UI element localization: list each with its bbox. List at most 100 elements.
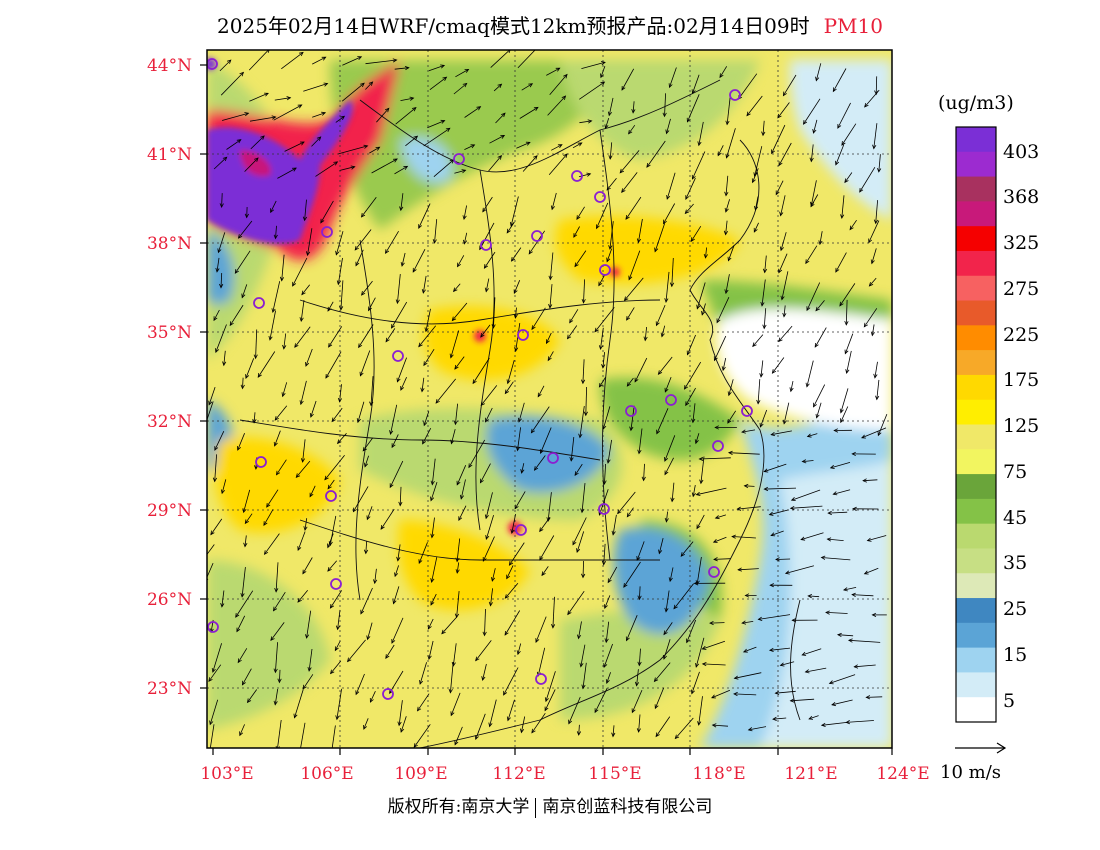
- wind-arrow: [272, 281, 281, 313]
- wind-arrowhead: [605, 679, 610, 684]
- wind-arrowhead: [719, 73, 724, 79]
- colorbar-label: 45: [1003, 507, 1028, 529]
- city-marker: [625, 405, 637, 417]
- wind-arrowhead: [369, 697, 374, 703]
- wind-arrow: [208, 386, 216, 405]
- wind-arrow: [743, 646, 757, 653]
- wind-arrow: [434, 219, 438, 244]
- wind-arrow: [764, 255, 767, 273]
- wind-arrow: [638, 218, 643, 243]
- wind-arrowhead: [691, 174, 696, 180]
- wind-arrow: [455, 69, 469, 78]
- wind-arrowhead: [580, 508, 585, 514]
- colorbar-label: 225: [1003, 324, 1040, 346]
- wind-arrowhead: [820, 555, 826, 560]
- colorbar-segment: [956, 449, 996, 475]
- pollutant-label: PM10: [823, 14, 883, 38]
- city-marker: [330, 578, 342, 590]
- wind-arrowhead: [273, 700, 278, 706]
- wind-arrow: [771, 124, 786, 154]
- wind-arrow: [294, 326, 311, 348]
- wind-arrowhead: [673, 604, 678, 610]
- wind-arrow: [837, 102, 851, 129]
- wind-arrowhead: [577, 142, 583, 147]
- wind-arrowhead: [501, 112, 506, 118]
- wind-arrowhead: [578, 433, 583, 439]
- wind-arrowhead: [832, 87, 837, 93]
- wind-arrowhead: [208, 677, 213, 683]
- wind-arrow: [421, 377, 425, 392]
- wind-arrow: [621, 68, 635, 91]
- wind-arrow: [397, 274, 401, 304]
- wind-arrow: [605, 621, 610, 643]
- wind-arrow: [422, 275, 427, 294]
- wind-arrowhead: [664, 470, 669, 476]
- wind-arrow: [391, 617, 404, 644]
- wind-arrow: [337, 609, 341, 630]
- wind-arrow: [391, 301, 408, 329]
- wind-arrowhead: [517, 417, 522, 423]
- wind-arrowhead: [621, 85, 626, 91]
- colorbar-unit: (ug/m3): [938, 92, 1014, 114]
- wind-arrow: [600, 65, 606, 78]
- wind-arrowhead: [504, 389, 509, 395]
- wind-arrowhead: [404, 66, 410, 71]
- wind-arrow: [531, 712, 546, 734]
- wind-arrowhead: [299, 317, 304, 322]
- wind-arrow: [302, 557, 313, 574]
- wind-arrowhead: [741, 620, 747, 625]
- wind-arrow: [216, 257, 220, 272]
- wind-arrowhead: [240, 592, 245, 598]
- wind-arrow: [274, 405, 288, 421]
- wind-arrowhead: [324, 475, 329, 481]
- wind-arrowhead: [253, 354, 258, 360]
- wind-arrow: [506, 565, 514, 579]
- wind-arrowhead: [389, 430, 394, 436]
- wind-arrowhead: [827, 510, 832, 516]
- wind-arrow: [771, 430, 792, 436]
- wind-arrow: [569, 309, 579, 323]
- wind-arrowhead: [412, 267, 417, 273]
- wind-arrowhead: [385, 654, 390, 659]
- wind-arrowhead: [699, 479, 704, 485]
- wind-arrowhead: [666, 195, 671, 200]
- wind-arrowhead: [662, 654, 667, 660]
- colorbar-segment: [956, 350, 996, 376]
- wind-arrow: [545, 671, 556, 702]
- wind-arrowhead: [368, 306, 372, 312]
- wind-arrow: [547, 95, 566, 116]
- wind-arrow: [463, 205, 467, 220]
- wind-arrow: [854, 664, 876, 668]
- wind-arrowhead: [668, 83, 673, 89]
- city-marker: [207, 621, 219, 633]
- colorbar-frame: [955, 126, 997, 723]
- wind-arrowhead: [569, 456, 574, 462]
- wind-arrowhead: [600, 73, 604, 79]
- wind-arrowhead: [359, 371, 364, 377]
- wind-arrow: [275, 642, 278, 673]
- wind-arrowhead: [604, 638, 609, 644]
- wind-arrowhead: [335, 625, 341, 631]
- wind-arrow: [516, 142, 531, 149]
- wind-arrowhead: [606, 459, 611, 464]
- wind-arrowhead: [727, 450, 733, 455]
- wind-arrowhead: [696, 524, 701, 530]
- copyright-left: 版权所有:南京大学: [387, 797, 530, 817]
- wind-arrowhead: [506, 379, 511, 385]
- wind-arrowhead: [654, 704, 659, 710]
- wind-arrowhead: [330, 669, 335, 675]
- wind-arrow: [602, 406, 611, 430]
- wind-arrow: [537, 647, 546, 676]
- wind-arrow: [335, 115, 345, 123]
- wind-arrow: [573, 226, 580, 238]
- wind-arrowhead: [693, 581, 699, 586]
- lat-label-26: 26°N: [146, 590, 192, 610]
- wind-arrow: [579, 81, 605, 100]
- wind-arrow: [395, 107, 417, 125]
- wind-arrow: [511, 514, 516, 534]
- wind-arrow: [495, 112, 506, 124]
- wind-arrow: [805, 667, 827, 673]
- wind-arrow: [423, 348, 435, 366]
- wind-arrow: [821, 721, 850, 726]
- wind-arrow: [425, 308, 431, 332]
